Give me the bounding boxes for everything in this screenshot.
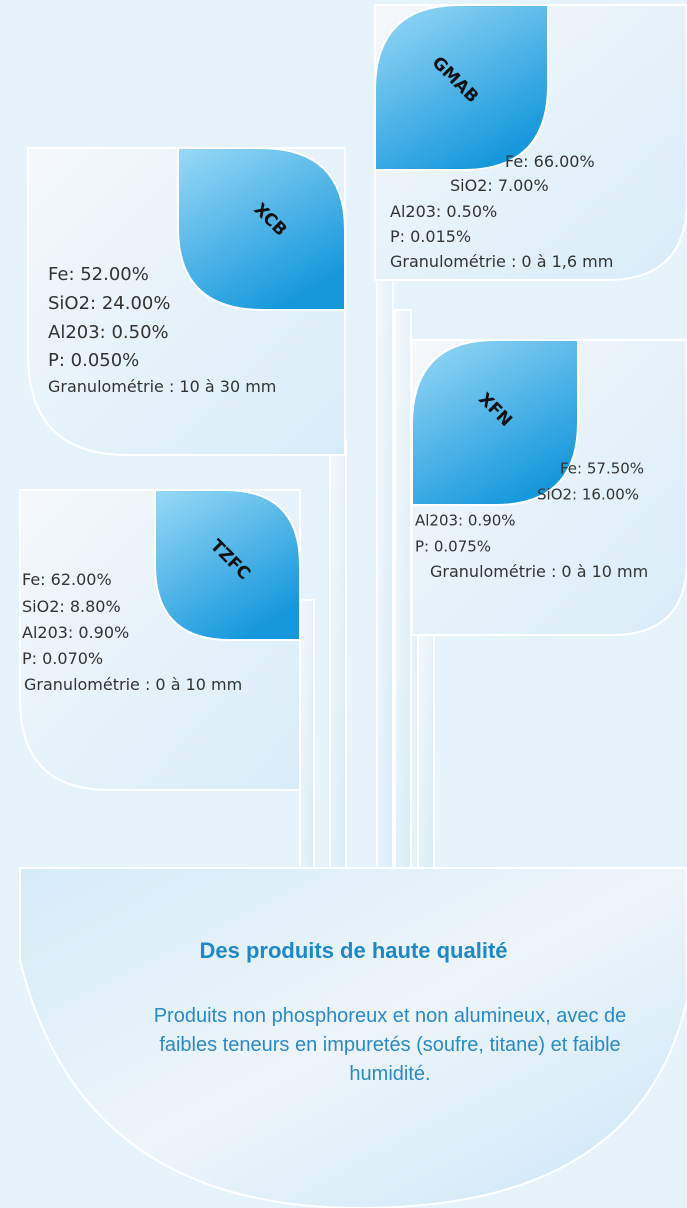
product-spec: SiO2: 24.00% [48,293,171,314]
product-spec: P: 0.015% [390,227,472,246]
bowl [19,867,687,1208]
footer-text: Produits non phosphoreux et non alumineu… [153,1005,627,1085]
panels [19,4,687,791]
product-spec: Fe: 66.00% [505,152,595,171]
product-spec: Granulométrie : 0 à 10 mm [430,562,649,581]
product-spec: SiO2: 8.80% [22,597,121,616]
product-spec: Granulométrie : 0 à 1,6 mm [390,252,614,271]
product-spec: Fe: 57.50% [560,459,645,478]
product-spec: SiO2: 16.00% [537,485,640,504]
leaf [154,489,301,641]
stem [394,309,412,871]
leaf [411,339,579,506]
footer-title: Des produits de haute qualité [199,938,508,963]
product-spec: Fe: 52.00% [48,264,149,285]
product-spec: Al203: 0.90% [415,511,516,530]
product-spec: Fe: 62.00% [22,570,112,589]
leaves [154,4,579,641]
leaf [374,4,549,171]
leaf [177,147,346,311]
stem [417,629,435,871]
stem [329,439,347,871]
product-spec: Al203: 0.50% [390,202,498,221]
stem [299,599,315,871]
product-spec: Granulométrie : 10 à 30 mm [48,377,277,396]
product-spec: P: 0.075% [415,537,492,556]
product-spec: P: 0.070% [22,649,104,668]
product-spec: Al203: 0.90% [22,623,130,642]
product-spec: SiO2: 7.00% [450,176,549,195]
product-spec: Al203: 0.50% [48,322,169,343]
product-spec: Granulométrie : 0 à 10 mm [24,675,243,694]
product-spec: P: 0.050% [48,350,140,371]
